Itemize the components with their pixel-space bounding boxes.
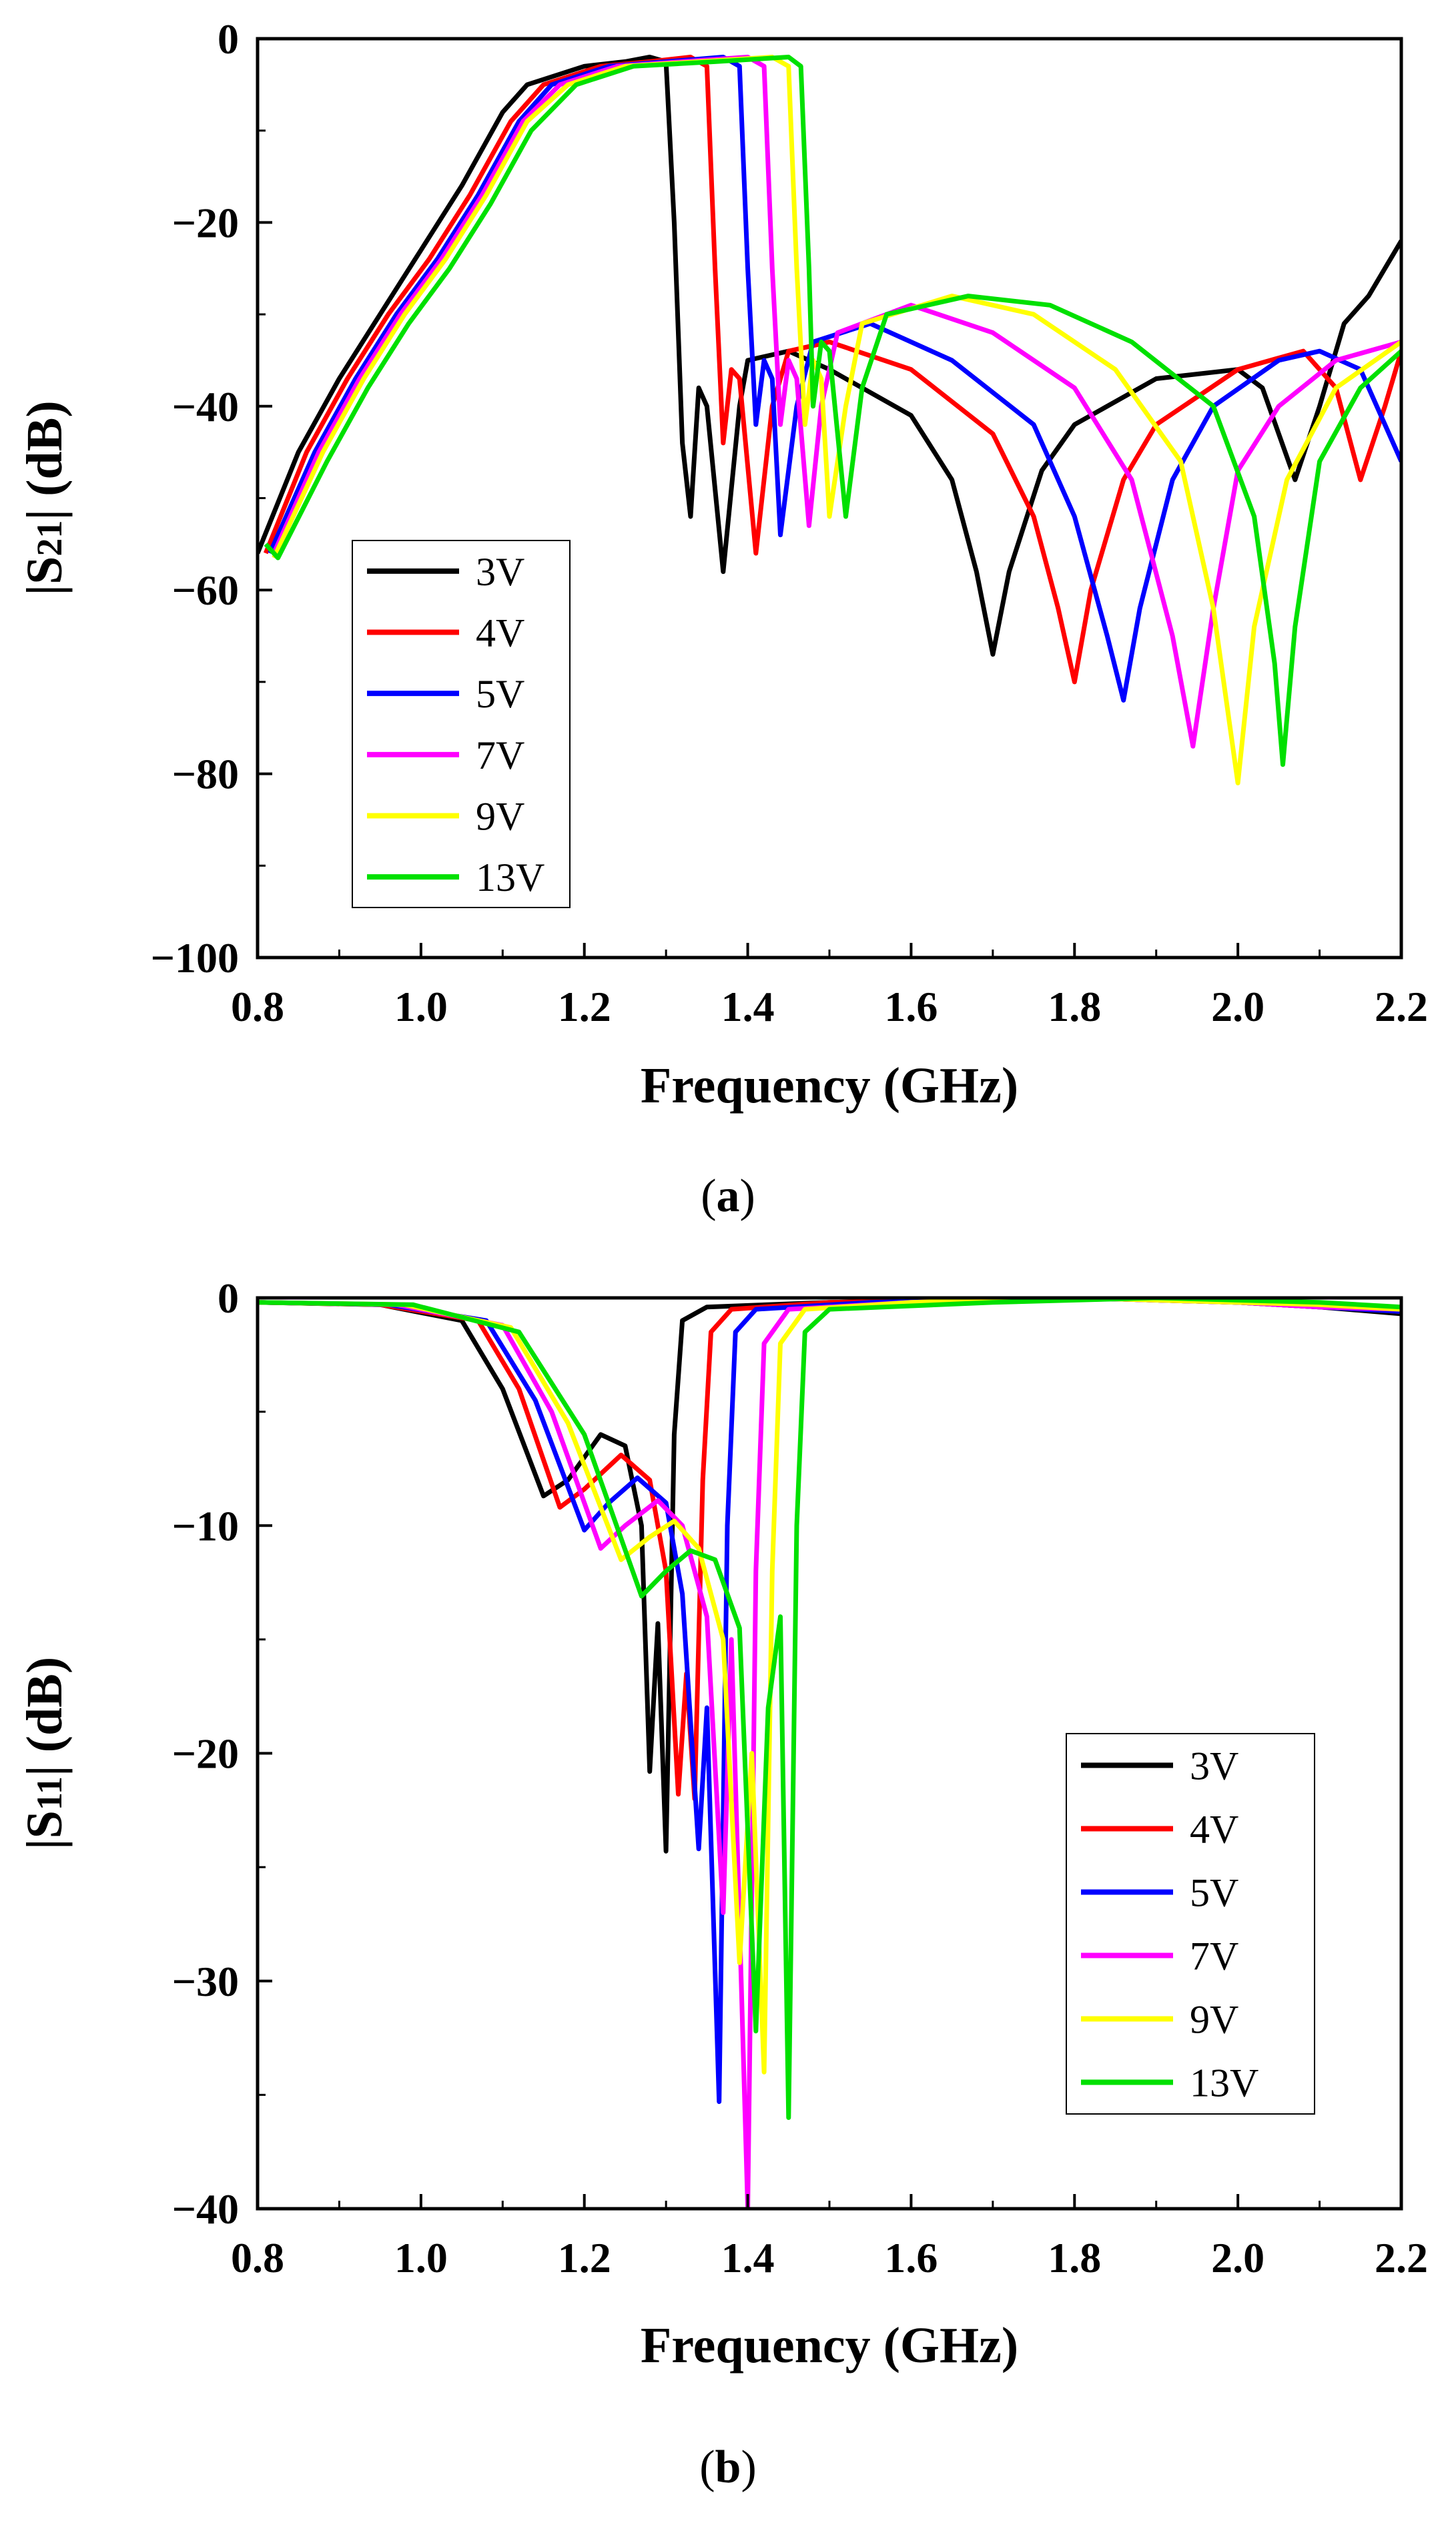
series-line-5V (268, 55, 1401, 703)
legend-box (1066, 1733, 1315, 2115)
x-tick-label: 2.0 (1211, 2234, 1264, 2281)
legend-item: 13V (367, 855, 544, 899)
x-tick-label: 1.8 (1048, 983, 1101, 1030)
x-tick-label: 1.2 (558, 983, 611, 1030)
legend-item: 4V (367, 611, 524, 655)
y-axis-label: |S11| (dB) (17, 1657, 73, 1850)
x-tick-label: 0.8 (231, 2234, 284, 2281)
legend-item: 9V (367, 795, 524, 839)
x-tick-label: 1.0 (394, 2234, 448, 2281)
legend-label: 7V (476, 733, 524, 777)
x-tick-label: 1.8 (1048, 2234, 1101, 2281)
y-tick-label: −30 (172, 1958, 239, 2005)
legend-item: 13V (1081, 2061, 1258, 2105)
legend-label: 3V (1190, 1744, 1238, 1788)
y-tick-label: −20 (172, 1730, 239, 1778)
x-tick-label: 1.2 (558, 2234, 611, 2281)
legend-label: 4V (1190, 1808, 1238, 1852)
x-tick-label: 2.0 (1211, 983, 1264, 1030)
chart-b: 0.8 1.0 1.2 1.4 1.6 1.8 2.0 2.2 0 −10 −20 −30 −40 Fre… (17, 1275, 1428, 2493)
legend-label: 4V (476, 611, 524, 655)
x-tick-label: 1.0 (394, 983, 448, 1030)
legend-label: 5V (1190, 1871, 1238, 1915)
series-line-7V (272, 55, 1401, 749)
x-tick-label: 1.6 (884, 2234, 938, 2281)
legend-item: 5V (1081, 1871, 1238, 1915)
x-tick-label: 0.8 (231, 983, 284, 1030)
y-axis-label: |S21| (dB) (17, 400, 73, 595)
x-tick-label: 1.4 (721, 983, 775, 1030)
legend-label: 13V (1190, 2061, 1258, 2105)
x-tick-label: 2.2 (1375, 983, 1428, 1030)
legend-item: 5V (367, 672, 524, 716)
series-line-4V (263, 55, 1401, 685)
x-tick-label: 2.2 (1375, 2234, 1428, 2281)
series-line-13V (258, 1298, 1401, 2120)
legend-item: 9V (1081, 1998, 1238, 2042)
y-tick-label: −40 (172, 383, 239, 430)
legend-item: 3V (367, 550, 524, 594)
y-tick-label: 0 (218, 15, 239, 63)
legend-label: 9V (1190, 1998, 1238, 2042)
legend: 3V 4V 5V 7V 9V 13V (1066, 1733, 1315, 2115)
x-axis-label: Frequency (GHz) (641, 1058, 1018, 1114)
legend-label: 5V (476, 672, 524, 716)
legend-item: 7V (1081, 1934, 1238, 1978)
x-axis-label: Frequency (GHz) (641, 2317, 1018, 2374)
y-tick-label: −40 (172, 2185, 239, 2233)
series-line-4V (258, 1298, 1401, 1802)
panel-caption: (a) (701, 1170, 755, 1222)
y-tick-label: 0 (218, 1275, 239, 1322)
x-tick-label: 1.6 (884, 983, 938, 1030)
series-line-13V (264, 55, 1401, 767)
legend-item: 3V (1081, 1744, 1238, 1788)
legend-label: 7V (1190, 1934, 1238, 1978)
y-tick-label: −80 (172, 751, 239, 798)
legend-label: 9V (476, 795, 524, 839)
legend-label: 13V (476, 855, 544, 899)
legend-item: 4V (1081, 1808, 1238, 1852)
y-tick-label: −20 (172, 199, 239, 246)
legend-box (352, 540, 571, 908)
chart-a: 0.8 1.0 1.2 1.4 1.6 1.8 2.0 2.2 0 −20 −40 −60 −80 −10… (17, 15, 1428, 1222)
y-tick-label: −60 (172, 567, 239, 614)
x-tick-label: 1.4 (721, 2234, 775, 2281)
legend-label: 3V (476, 550, 524, 594)
legend-item: 7V (367, 733, 524, 777)
y-tick-label: −100 (151, 934, 239, 982)
panel-caption: (b) (699, 2442, 757, 2493)
legend: 3V 4V 5V 7V 9V 13V (352, 540, 571, 908)
series-group (258, 55, 1401, 785)
y-tick-label: −10 (172, 1502, 239, 1549)
